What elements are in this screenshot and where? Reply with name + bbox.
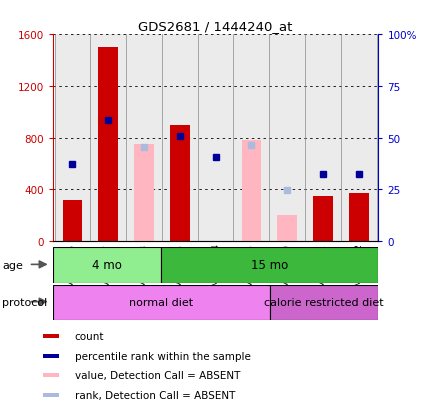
Bar <box>53 248 161 283</box>
Text: calorie restricted diet: calorie restricted diet <box>264 297 384 308</box>
Bar <box>198 35 234 242</box>
Text: normal diet: normal diet <box>129 297 194 308</box>
Bar <box>90 35 126 242</box>
Bar <box>53 285 270 320</box>
Bar <box>55 35 90 242</box>
Bar <box>62 200 82 242</box>
Bar <box>43 373 59 377</box>
Text: 4 mo: 4 mo <box>92 259 122 272</box>
Bar <box>134 145 154 242</box>
Bar <box>126 35 162 242</box>
Bar <box>161 248 378 283</box>
Bar <box>349 194 369 242</box>
Bar <box>43 354 59 358</box>
Bar <box>242 141 261 242</box>
Text: protocol: protocol <box>2 297 48 307</box>
Text: value, Detection Call = ABSENT: value, Detection Call = ABSENT <box>75 370 240 380</box>
Text: percentile rank within the sample: percentile rank within the sample <box>75 351 251 361</box>
Bar <box>43 334 59 338</box>
Bar <box>313 197 333 242</box>
Text: 15 mo: 15 mo <box>251 259 289 272</box>
Bar <box>269 35 305 242</box>
Title: GDS2681 / 1444240_at: GDS2681 / 1444240_at <box>139 19 293 33</box>
Bar <box>277 216 297 242</box>
Text: count: count <box>75 331 104 341</box>
Text: rank, Detection Call = ABSENT: rank, Detection Call = ABSENT <box>75 390 235 400</box>
Bar <box>234 35 269 242</box>
Text: age: age <box>2 260 23 270</box>
Bar <box>99 48 118 242</box>
Bar <box>162 35 198 242</box>
Bar <box>170 126 190 242</box>
Bar <box>270 285 378 320</box>
Bar <box>341 35 377 242</box>
Bar <box>305 35 341 242</box>
Bar <box>43 393 59 397</box>
